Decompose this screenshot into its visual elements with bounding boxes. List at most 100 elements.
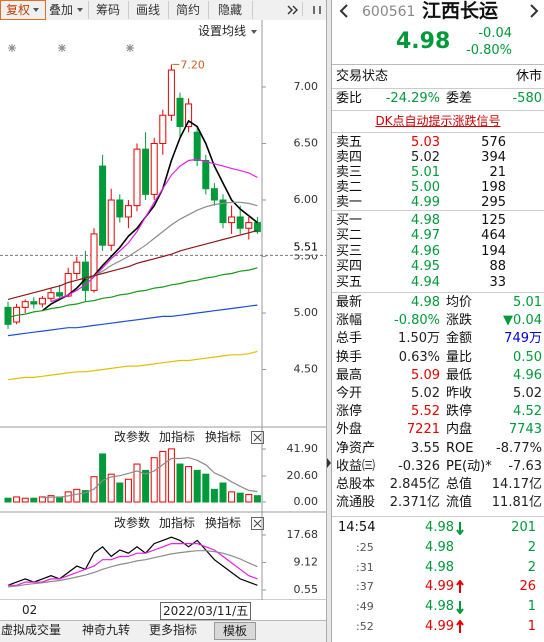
trade-price: 4.98 xyxy=(425,559,454,575)
stat-label: 收益㈢ xyxy=(336,458,376,474)
trade-time: :52 xyxy=(356,620,374,633)
volume-bar xyxy=(124,478,132,503)
volume-bar xyxy=(210,488,218,503)
chart-area: 7.006.506.005.505.004.505.517.2041.9020.… xyxy=(0,0,326,600)
book-volume: 198 xyxy=(481,180,506,195)
candle-body xyxy=(159,114,167,144)
stat-value: 5.52 xyxy=(411,404,440,420)
volume-bar xyxy=(150,457,158,503)
volume-bar xyxy=(202,473,210,503)
close-box[interactable] xyxy=(251,431,264,444)
volume-bar xyxy=(193,469,201,503)
dropdown-arrow xyxy=(33,8,39,12)
y-tick-label: 7.00 xyxy=(294,80,319,93)
arrow xyxy=(456,522,464,535)
volume-bar xyxy=(116,482,124,503)
trade-time: :31 xyxy=(356,560,374,574)
stat-value: 5.02 xyxy=(411,386,440,401)
close-box[interactable] xyxy=(251,517,264,530)
candle-body xyxy=(30,301,38,305)
markers xyxy=(8,44,134,52)
trade-price: 4.98 xyxy=(425,539,454,555)
trade-time: :25 xyxy=(356,540,374,554)
next-button[interactable] xyxy=(528,4,540,18)
trade-time: :49 xyxy=(356,600,374,614)
bottom-tab[interactable]: 神奇九转 xyxy=(81,623,130,637)
bottom-tab[interactable]: 更多指标 xyxy=(148,623,197,637)
trade-volume: 26 xyxy=(519,579,536,595)
stat-value: 2.371亿 xyxy=(389,495,440,511)
panel-button[interactable]: 加指标 xyxy=(159,516,196,530)
stat-label: 跌停 xyxy=(446,404,473,420)
stat-value: 5.01 xyxy=(513,295,542,310)
bottom-tab[interactable]: 虚拟成交量 xyxy=(0,623,61,637)
prev-button[interactable] xyxy=(338,4,350,18)
splitter[interactable] xyxy=(326,0,332,642)
y-tick-label: 41.90 xyxy=(287,442,319,455)
book-price: 4.95 xyxy=(411,259,440,274)
toolbar-button[interactable]: 隐藏 xyxy=(208,1,253,19)
candle-body xyxy=(133,148,141,207)
stat-value: 4.96 xyxy=(513,367,542,383)
stat-label: 总股本 xyxy=(336,477,376,492)
volume-bar xyxy=(81,490,89,503)
volume-bar xyxy=(133,463,141,503)
toolbar-button[interactable]: 复权 xyxy=(0,0,46,20)
y-tick-label: 6.50 xyxy=(294,137,319,150)
trade-price: 4.99 xyxy=(425,579,454,595)
stat-label: 今开 xyxy=(336,386,363,401)
stat-value: 5.02 xyxy=(513,386,542,401)
volume-bar xyxy=(142,469,150,503)
volume-bar xyxy=(99,453,107,503)
book-label: 买一 xyxy=(336,213,363,228)
volume-bar xyxy=(219,482,227,503)
close-icon xyxy=(253,519,262,528)
ma-setting[interactable]: 设置均线 xyxy=(198,24,247,38)
last-price: 4.98 xyxy=(396,29,451,54)
more-arrows[interactable] xyxy=(288,2,303,16)
quote-header xyxy=(332,0,544,65)
panel-button[interactable]: 改参数 xyxy=(114,430,151,444)
status-label: 交易状态 xyxy=(336,69,389,84)
stat-value: -0.326 xyxy=(398,458,440,474)
candle-body xyxy=(38,297,46,305)
indicator-line xyxy=(7,229,258,300)
stat-label: 量比 xyxy=(446,349,473,365)
stat-label: 均价 xyxy=(446,295,473,310)
bottom-tab[interactable]: 模板 xyxy=(214,622,256,640)
stat-label: 净资产 xyxy=(336,440,376,456)
row-divider xyxy=(332,516,544,517)
toolbar-button[interactable]: 简约 xyxy=(168,1,209,19)
collapse-handle[interactable] xyxy=(326,457,332,469)
ratio-value: -24.29% xyxy=(385,91,440,106)
signal-link[interactable]: DK点自动提示涨跌信号 xyxy=(375,114,501,128)
volume-bar xyxy=(159,450,167,503)
panel-button[interactable]: 换指标 xyxy=(205,430,242,444)
stock-name: 江西长运 xyxy=(422,0,499,22)
candle-body xyxy=(219,199,227,224)
panel-button[interactable]: 改参数 xyxy=(114,516,151,530)
panel-button[interactable]: 加指标 xyxy=(159,430,196,444)
panel-button[interactable]: 换指标 xyxy=(205,516,242,530)
volume-bar xyxy=(236,492,244,503)
candle-body xyxy=(21,301,29,308)
candle-body xyxy=(124,205,132,218)
more-icon xyxy=(287,5,298,15)
y-tick-label: 9.12 xyxy=(294,555,319,568)
indicator-line xyxy=(7,304,258,337)
book-label: 卖二 xyxy=(336,180,363,195)
stat-label: ROE xyxy=(446,440,474,456)
stat-label: 最新 xyxy=(336,295,363,310)
stat-label: 涨停 xyxy=(336,404,363,420)
toolbar-button[interactable]: 叠加 xyxy=(44,1,89,19)
toolbar-button[interactable]: 筹码 xyxy=(88,1,129,19)
y-tick-label: 5.00 xyxy=(294,306,319,319)
toolbar-button[interactable]: 画线 xyxy=(128,1,169,19)
candle-body xyxy=(116,199,124,218)
trade-volume: 2 xyxy=(527,539,536,555)
stat-value: 749万 xyxy=(504,331,542,347)
book-volume: 33 xyxy=(489,275,506,290)
book-label: 卖一 xyxy=(336,195,363,210)
arrow xyxy=(456,580,464,594)
